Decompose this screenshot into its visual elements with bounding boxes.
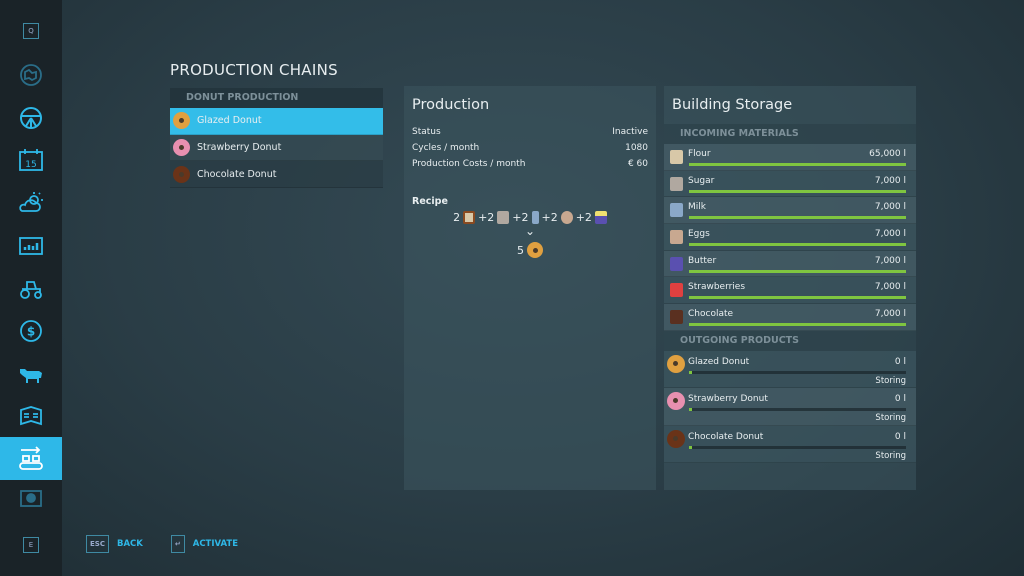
incoming-material-row: Sugar 7,000 l <box>664 170 916 198</box>
activate-button[interactable]: ACTIVATE <box>192 539 239 549</box>
fill-level-bar <box>689 296 906 300</box>
strawberry-donut-icon <box>173 139 190 157</box>
glazed-donut-icon <box>667 354 685 373</box>
esc-key: ESC <box>86 535 109 553</box>
glazed-donut-icon <box>173 112 190 130</box>
fill-level <box>689 323 906 327</box>
incoming-material-row: Milk 7,000 l <box>664 197 916 225</box>
cycles-row: Cycles / month 1080 <box>412 143 648 153</box>
calendar-icon[interactable]: 15 <box>0 139 62 181</box>
chain-header: DONUT PRODUCTION <box>186 92 299 103</box>
recipe-inputs: 2 +2 +2 +2 +2 <box>404 211 656 224</box>
footer: ESC BACK ↵ ACTIVATE <box>86 535 238 553</box>
statistics-icon[interactable] <box>0 225 62 267</box>
fill-level <box>689 163 906 166</box>
chocolate-icon <box>670 310 683 325</box>
milk-icon <box>531 211 539 224</box>
incoming-material-row: Strawberries 7,000 l <box>664 277 916 305</box>
fill-level-bar <box>689 445 906 449</box>
production-title: Production <box>412 97 490 113</box>
sidebar: Q 15 $ E <box>0 0 62 576</box>
map-icon[interactable] <box>0 54 62 96</box>
chain-item-chocolate-donut[interactable]: Chocolate Donut <box>170 161 383 189</box>
steering-wheel-icon[interactable] <box>0 97 62 139</box>
recipe-label: Recipe <box>412 196 448 207</box>
outgoing-product-row[interactable]: Chocolate Donut 0 l Storing <box>664 425 916 464</box>
fill-level-bar <box>689 408 906 412</box>
fill-level <box>689 445 693 449</box>
milk-icon <box>670 203 683 218</box>
status-row: Status Inactive <box>412 127 648 137</box>
storage-title: Building Storage <box>672 97 793 113</box>
production-icon[interactable] <box>0 437 62 480</box>
fill-level <box>689 370 693 374</box>
fill-level-bar <box>689 189 906 193</box>
animals-icon[interactable] <box>0 353 62 395</box>
fill-level <box>689 243 906 247</box>
fill-level-bar <box>689 243 906 247</box>
page-title: PRODUCTION CHAINS <box>170 61 338 79</box>
outgoing-product-row[interactable]: Glazed Donut 0 l Storing <box>664 350 916 389</box>
next-tab-key[interactable]: E <box>0 524 62 566</box>
fill-level-bar <box>689 323 906 327</box>
strawberry-donut-icon <box>667 392 685 411</box>
glazed-donut-icon <box>527 242 543 258</box>
outgoing-header: OUTGOING PRODUCTS <box>664 330 916 351</box>
incoming-material-row: Butter 7,000 l <box>664 250 916 278</box>
help-icon[interactable] <box>0 479 62 521</box>
fill-level-bar <box>689 370 906 374</box>
eggs-icon <box>560 211 573 224</box>
fill-level <box>689 408 693 412</box>
butter-icon <box>670 256 683 271</box>
costs-row: Production Costs / month € 60 <box>412 159 648 169</box>
fill-level-bar <box>689 269 906 273</box>
flour-icon <box>670 150 683 164</box>
tractor-icon[interactable] <box>0 268 62 310</box>
finances-icon[interactable]: $ <box>0 310 62 352</box>
sugar-icon <box>670 176 683 191</box>
incoming-material-row: Chocolate 7,000 l <box>664 304 916 331</box>
production-chain-list: DONUT PRODUCTION Glazed Donut Strawberry… <box>170 88 383 189</box>
fill-level <box>689 216 906 220</box>
svg-text:$: $ <box>27 325 35 339</box>
fill-level <box>689 296 906 300</box>
incoming-header: INCOMING MATERIALS <box>664 124 916 144</box>
butter-icon <box>594 211 607 224</box>
incoming-material-row: Eggs 7,000 l <box>664 224 916 251</box>
fill-level-bar <box>689 163 906 166</box>
prev-tab-key[interactable]: Q <box>0 10 62 52</box>
chain-item-glazed-donut[interactable]: Glazed Donut <box>170 108 383 135</box>
fill-level <box>689 269 906 273</box>
fill-level <box>689 189 906 193</box>
fill-level-bar <box>689 216 906 220</box>
production-panel: Production Status Inactive Cycles / month… <box>404 86 656 490</box>
sugar-icon <box>497 211 510 224</box>
recipe-arrow: ⌄ <box>524 224 536 238</box>
eggs-icon <box>670 230 683 245</box>
back-button[interactable]: BACK <box>116 539 143 549</box>
weather-icon[interactable] <box>0 182 62 224</box>
recipe-output: 5 <box>404 242 656 258</box>
svg-text:15: 15 <box>25 160 36 170</box>
enter-key: ↵ <box>170 535 185 553</box>
chocolate-donut-icon <box>667 429 685 448</box>
contracts-icon[interactable] <box>0 395 62 437</box>
chain-item-strawberry-donut[interactable]: Strawberry Donut <box>170 134 383 162</box>
outgoing-product-row[interactable]: Strawberry Donut 0 l Storing <box>664 388 916 426</box>
chocolate-donut-icon <box>173 165 190 183</box>
incoming-material-row: Flour 65,000 l <box>664 144 916 171</box>
strawberries-icon <box>670 283 683 298</box>
storage-panel: Building Storage INCOMING MATERIALS Flou… <box>664 86 916 490</box>
flour-icon <box>463 211 476 224</box>
